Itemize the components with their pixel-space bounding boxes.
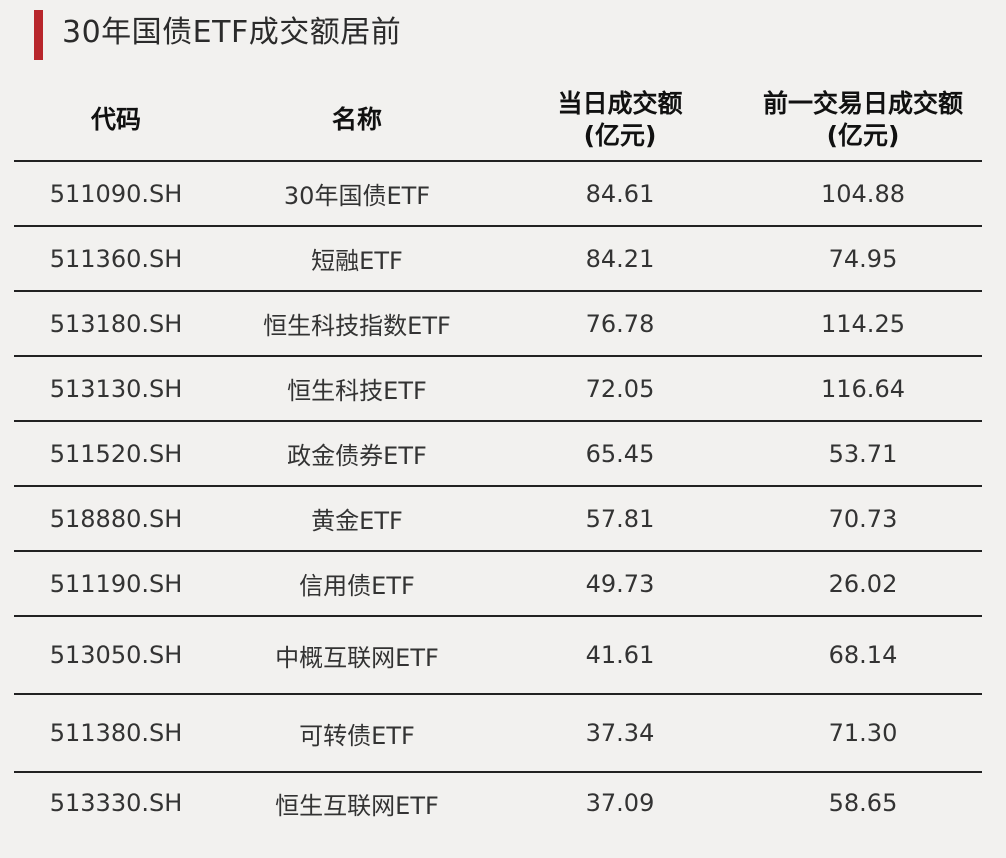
cell-prev: 70.73 — [828, 504, 898, 533]
cell-code: 513050.SH — [49, 641, 183, 669]
cell-name: 恒生科技指数ETF — [263, 312, 451, 340]
cell-name: 中概互联网ETF — [275, 643, 439, 672]
cell-today: 41.61 — [585, 641, 655, 669]
cell-prev: 74.95 — [828, 244, 898, 273]
title-accent-bar — [34, 10, 43, 60]
header-today-label: 当日成交额 — [557, 89, 683, 118]
cell-code: 513130.SH — [49, 374, 183, 403]
header-code: 代码 — [90, 105, 141, 134]
cell-prev: 53.71 — [828, 439, 898, 468]
table-row: 511520.SH 政金债券ETF 65.45 53.71 — [14, 420, 982, 485]
table-row: 511360.SH 短融ETF 84.21 74.95 — [14, 225, 982, 290]
cell-code: 511190.SH — [49, 569, 183, 598]
cell-code: 518880.SH — [49, 504, 183, 533]
header-name: 名称 — [331, 105, 382, 134]
cell-today: 37.34 — [585, 719, 655, 747]
cell-name: 可转债ETF — [299, 721, 415, 750]
table-row: 518880.SH 黄金ETF 57.81 70.73 — [14, 485, 982, 550]
page-title: 30年国债ETF成交额居前 — [62, 15, 402, 50]
table-row: 513180.SH 恒生科技指数ETF 76.78 114.25 — [14, 290, 982, 355]
etf-turnover-table: 代码 名称 当日成交额 (亿元) 前一交易日成交额 (亿元) 511090.SH… — [14, 80, 982, 833]
cell-today: 65.45 — [585, 439, 655, 468]
table-header-row: 代码 名称 当日成交额 (亿元) 前一交易日成交额 (亿元) — [14, 80, 982, 160]
cell-prev: 114.25 — [821, 309, 905, 338]
header-prev-turnover: 前一交易日成交额 (亿元) — [744, 88, 982, 152]
table-row: 513330.SH 恒生互联网ETF 37.09 58.65 — [14, 771, 982, 833]
table-row: 511380.SH 可转债ETF 37.34 71.30 — [14, 693, 982, 771]
cell-prev: 116.64 — [821, 374, 905, 403]
cell-today: 57.81 — [585, 504, 655, 533]
cell-code: 511520.SH — [49, 439, 183, 468]
table-row: 511190.SH 信用债ETF 49.73 26.02 — [14, 550, 982, 615]
title-bar: 30年国债ETF成交额居前 — [0, 0, 1006, 70]
cell-today: 49.73 — [585, 569, 655, 598]
cell-prev: 71.30 — [828, 719, 898, 747]
cell-code: 513330.SH — [49, 789, 183, 817]
cell-code: 511090.SH — [49, 179, 183, 208]
cell-today: 72.05 — [585, 374, 655, 403]
cell-today: 76.78 — [585, 309, 655, 338]
cell-code: 513180.SH — [49, 309, 183, 338]
cell-name: 恒生科技ETF — [287, 377, 427, 405]
cell-prev: 68.14 — [828, 641, 898, 669]
cell-name: 恒生互联网ETF — [275, 791, 439, 820]
header-prev-label: 前一交易日成交额 — [762, 89, 963, 118]
cell-name: 政金债券ETF — [287, 442, 427, 470]
cell-prev: 26.02 — [828, 569, 898, 598]
cell-name: 黄金ETF — [311, 507, 403, 535]
cell-name: 30年国债ETF — [283, 182, 431, 210]
cell-prev: 104.88 — [821, 179, 905, 208]
cell-today: 37.09 — [585, 789, 655, 817]
header-prev-unit: (亿元) — [826, 121, 900, 150]
cell-today: 84.61 — [585, 179, 655, 208]
cell-name: 短融ETF — [311, 247, 403, 275]
table-row: 511090.SH 30年国债ETF 84.61 104.88 — [14, 160, 982, 225]
cell-code: 511380.SH — [49, 719, 183, 747]
table-row: 513050.SH 中概互联网ETF 41.61 68.14 — [14, 615, 982, 693]
cell-name: 信用债ETF — [299, 572, 415, 600]
cell-today: 84.21 — [585, 244, 655, 273]
header-today-unit: (亿元) — [583, 121, 657, 150]
header-today-turnover: 当日成交额 (亿元) — [496, 88, 744, 152]
cell-code: 511360.SH — [49, 244, 183, 273]
table-row: 513130.SH 恒生科技ETF 72.05 116.64 — [14, 355, 982, 420]
cell-prev: 58.65 — [828, 789, 898, 817]
